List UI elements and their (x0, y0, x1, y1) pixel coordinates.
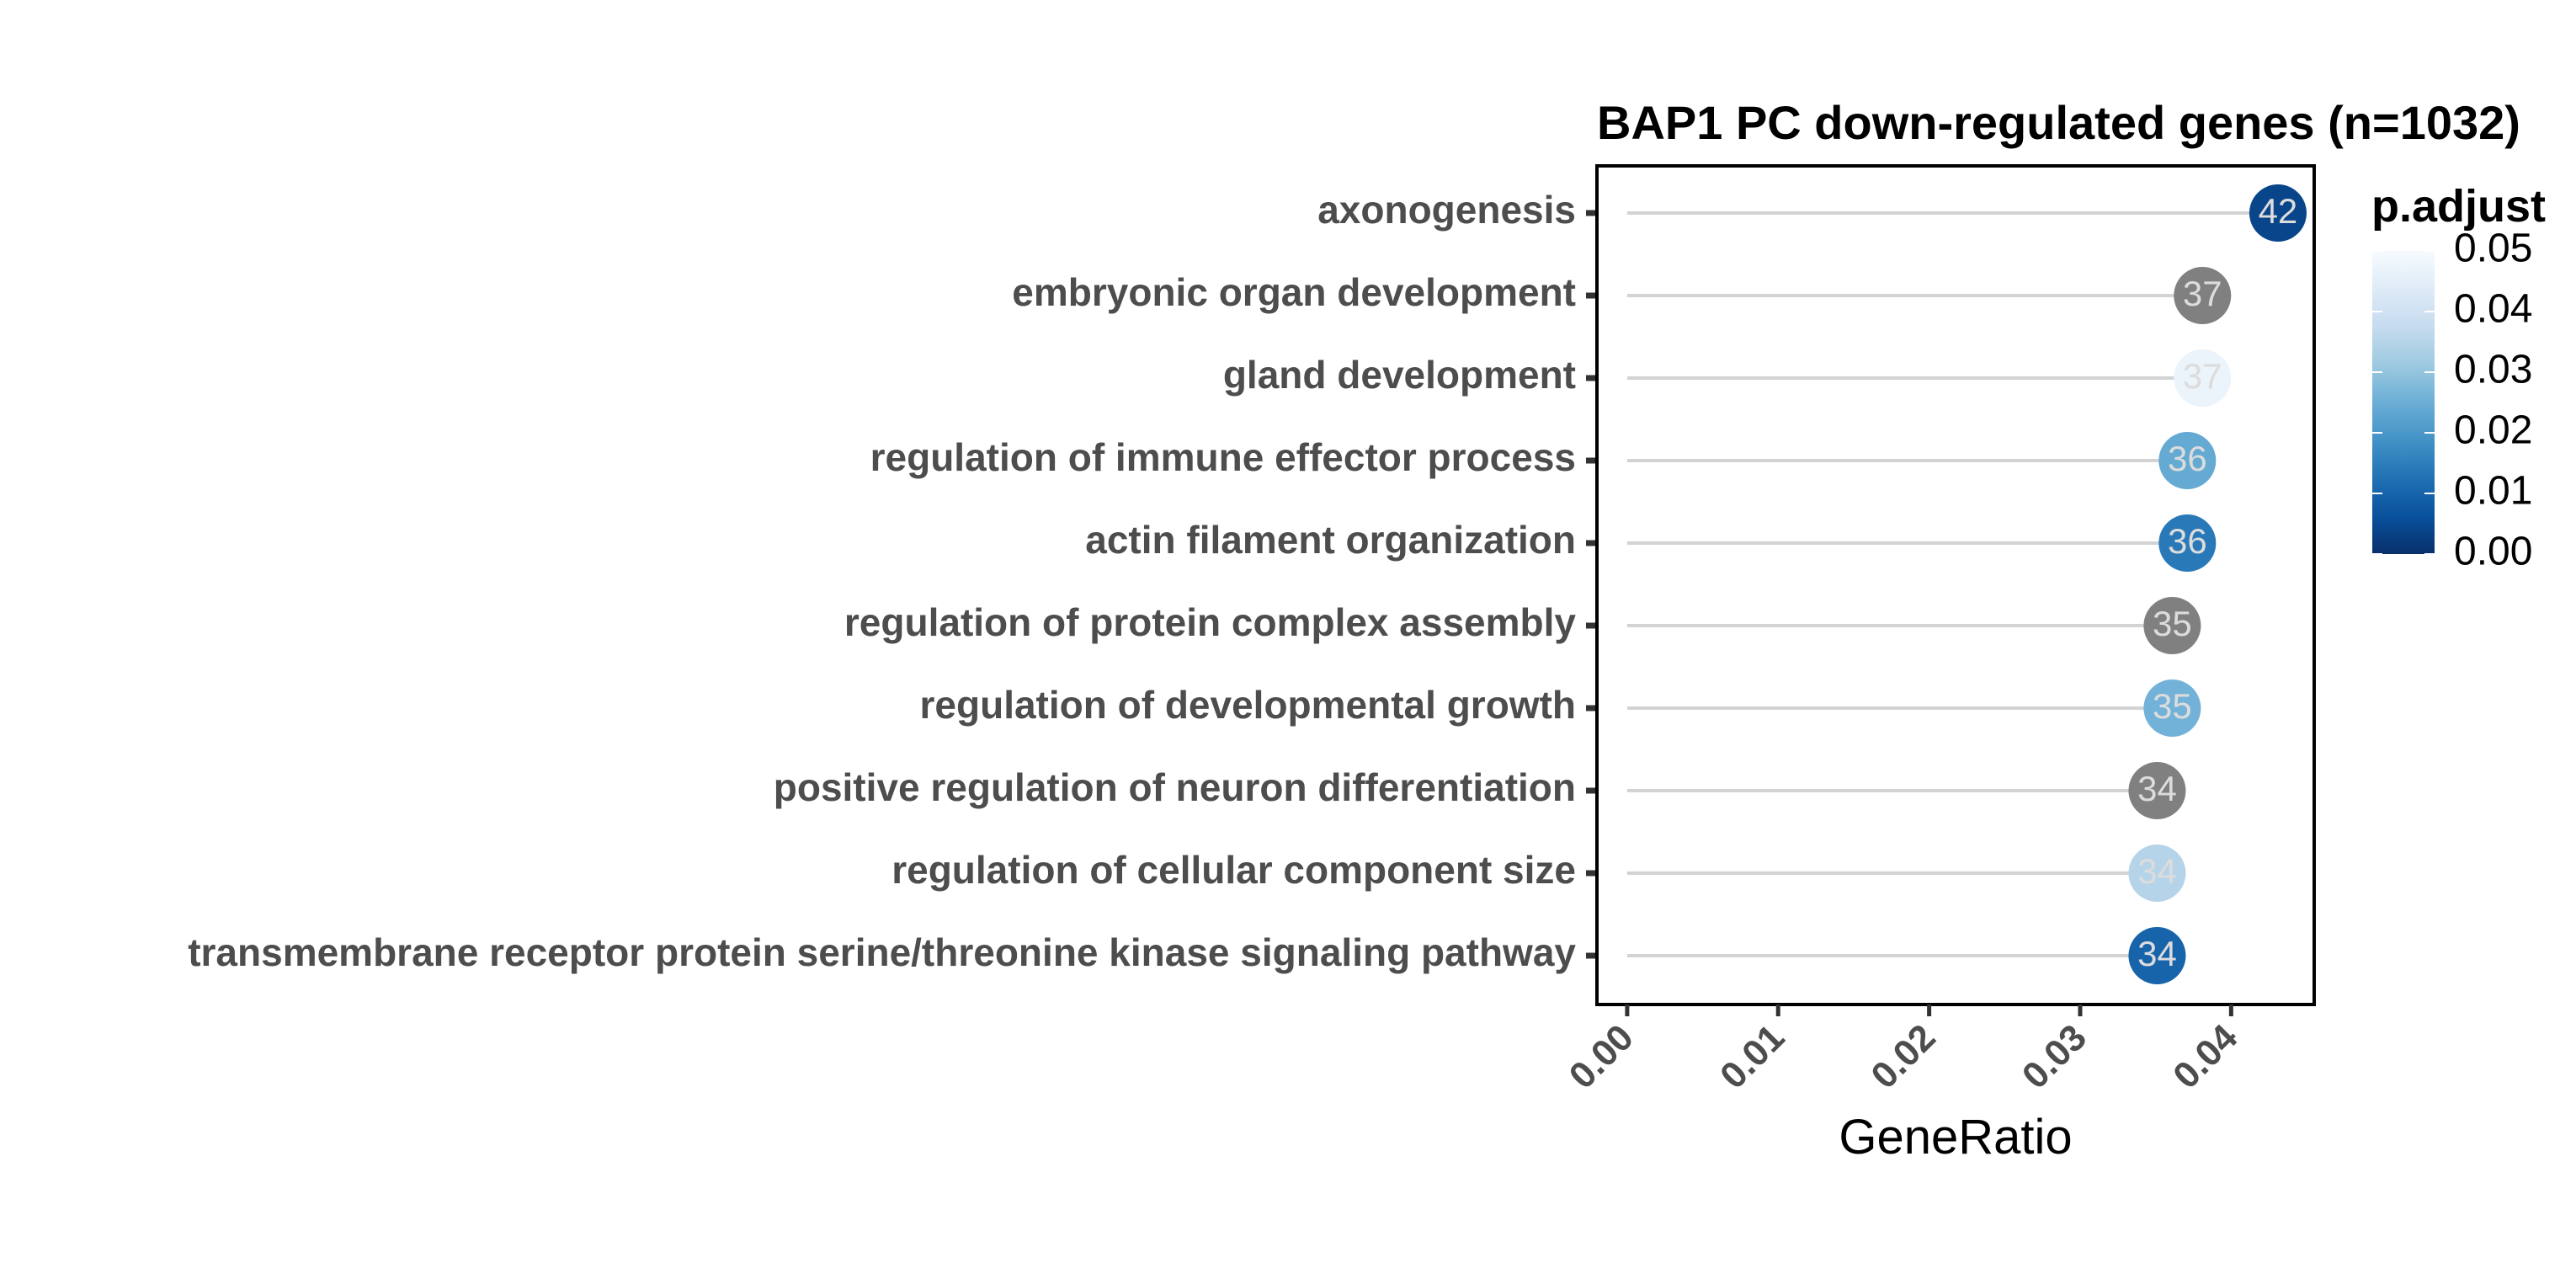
y-tick-label: regulation of cellular component size (891, 848, 1576, 892)
data-point (2174, 267, 2232, 324)
data-row: gland development 37 (1223, 349, 2232, 407)
y-tick-label: actin filament organization (1085, 518, 1576, 562)
data-point (2143, 597, 2201, 654)
data-point (2128, 845, 2186, 902)
data-row: embryonic organ development 37 (1012, 267, 2232, 324)
data-row: actin filament organization 36 (1085, 514, 2217, 572)
y-tick-label: gland development (1223, 353, 1576, 397)
x-axis: 0.00 0.01 0.02 0.03 0.04 (1562, 1005, 2246, 1097)
data-label: 35 (2153, 686, 2192, 726)
plot-panel-border (1595, 164, 2316, 1006)
legend-tick-label: 0.02 (2454, 408, 2532, 453)
data-row: regulation of cellular component size 34 (891, 845, 2186, 902)
legend-tick-label: 0.00 (2454, 530, 2532, 574)
data-label: 36 (2168, 439, 2207, 478)
data-point (2128, 762, 2186, 819)
data-point (2174, 349, 2232, 407)
x-tick-label: 0.02 (1863, 1016, 1943, 1096)
chart-title: BAP1 PC down-regulated genes (n=1032) (1597, 96, 2520, 149)
data-label: 35 (2153, 604, 2192, 643)
data-row: axonogenesis 42 (1317, 184, 2307, 242)
data-label: 34 (2137, 769, 2177, 808)
data-label: 36 (2168, 521, 2207, 561)
x-tick-label: 0.04 (2165, 1016, 2246, 1097)
data-point (2249, 184, 2307, 242)
y-tick-label: axonogenesis (1317, 188, 1576, 232)
data-label: 37 (2183, 274, 2222, 313)
x-tick-label: 0.01 (1712, 1016, 1792, 1096)
color-legend: p.adjust 0.05 0.04 0.03 0.02 0.01 0.00 (2371, 181, 2546, 574)
data-row: transmembrane receptor protein serine/th… (188, 927, 2186, 984)
data-point (2158, 514, 2217, 572)
y-tick-label: regulation of immune effector process (870, 435, 1576, 479)
data-label: 34 (2137, 934, 2177, 973)
data-row: regulation of developmental growth 35 (920, 679, 2201, 737)
data-point (2158, 432, 2217, 489)
legend-tick-label: 0.01 (2454, 469, 2532, 514)
legend-ticks: 0.05 0.04 0.03 0.02 0.01 0.00 (2372, 226, 2532, 574)
x-tick-label: 0.03 (2014, 1016, 2094, 1096)
data-point (2128, 927, 2186, 984)
x-axis-label: GeneRatio (1839, 1110, 2072, 1164)
y-tick-label: embryonic organ development (1012, 270, 1576, 314)
x-tick-label: 0.00 (1562, 1016, 1642, 1096)
data-row: regulation of immune effector process 36 (870, 432, 2217, 489)
legend-tick-label: 0.03 (2454, 348, 2532, 392)
legend-tick-label: 0.05 (2454, 226, 2532, 271)
legend-title: p.adjust (2371, 181, 2546, 232)
data-point (2143, 679, 2201, 737)
legend-colorbar (2372, 251, 2435, 554)
data-row: regulation of protein complex assembly 35 (844, 597, 2201, 654)
data-row: positive regulation of neuron differenti… (774, 762, 2186, 819)
legend-tick-label: 0.04 (2454, 287, 2532, 332)
y-tick-label: regulation of developmental growth (920, 683, 1576, 727)
y-tick-label: positive regulation of neuron differenti… (774, 765, 1576, 809)
y-tick-label: regulation of protein complex assembly (844, 600, 1576, 644)
data-label: 37 (2183, 356, 2222, 396)
y-tick-label: transmembrane receptor protein serine/th… (188, 930, 1576, 974)
data-label: 34 (2137, 851, 2177, 891)
chart-rows: axonogenesis 42 embryonic organ developmen… (188, 184, 2307, 984)
data-label: 42 (2259, 191, 2298, 231)
